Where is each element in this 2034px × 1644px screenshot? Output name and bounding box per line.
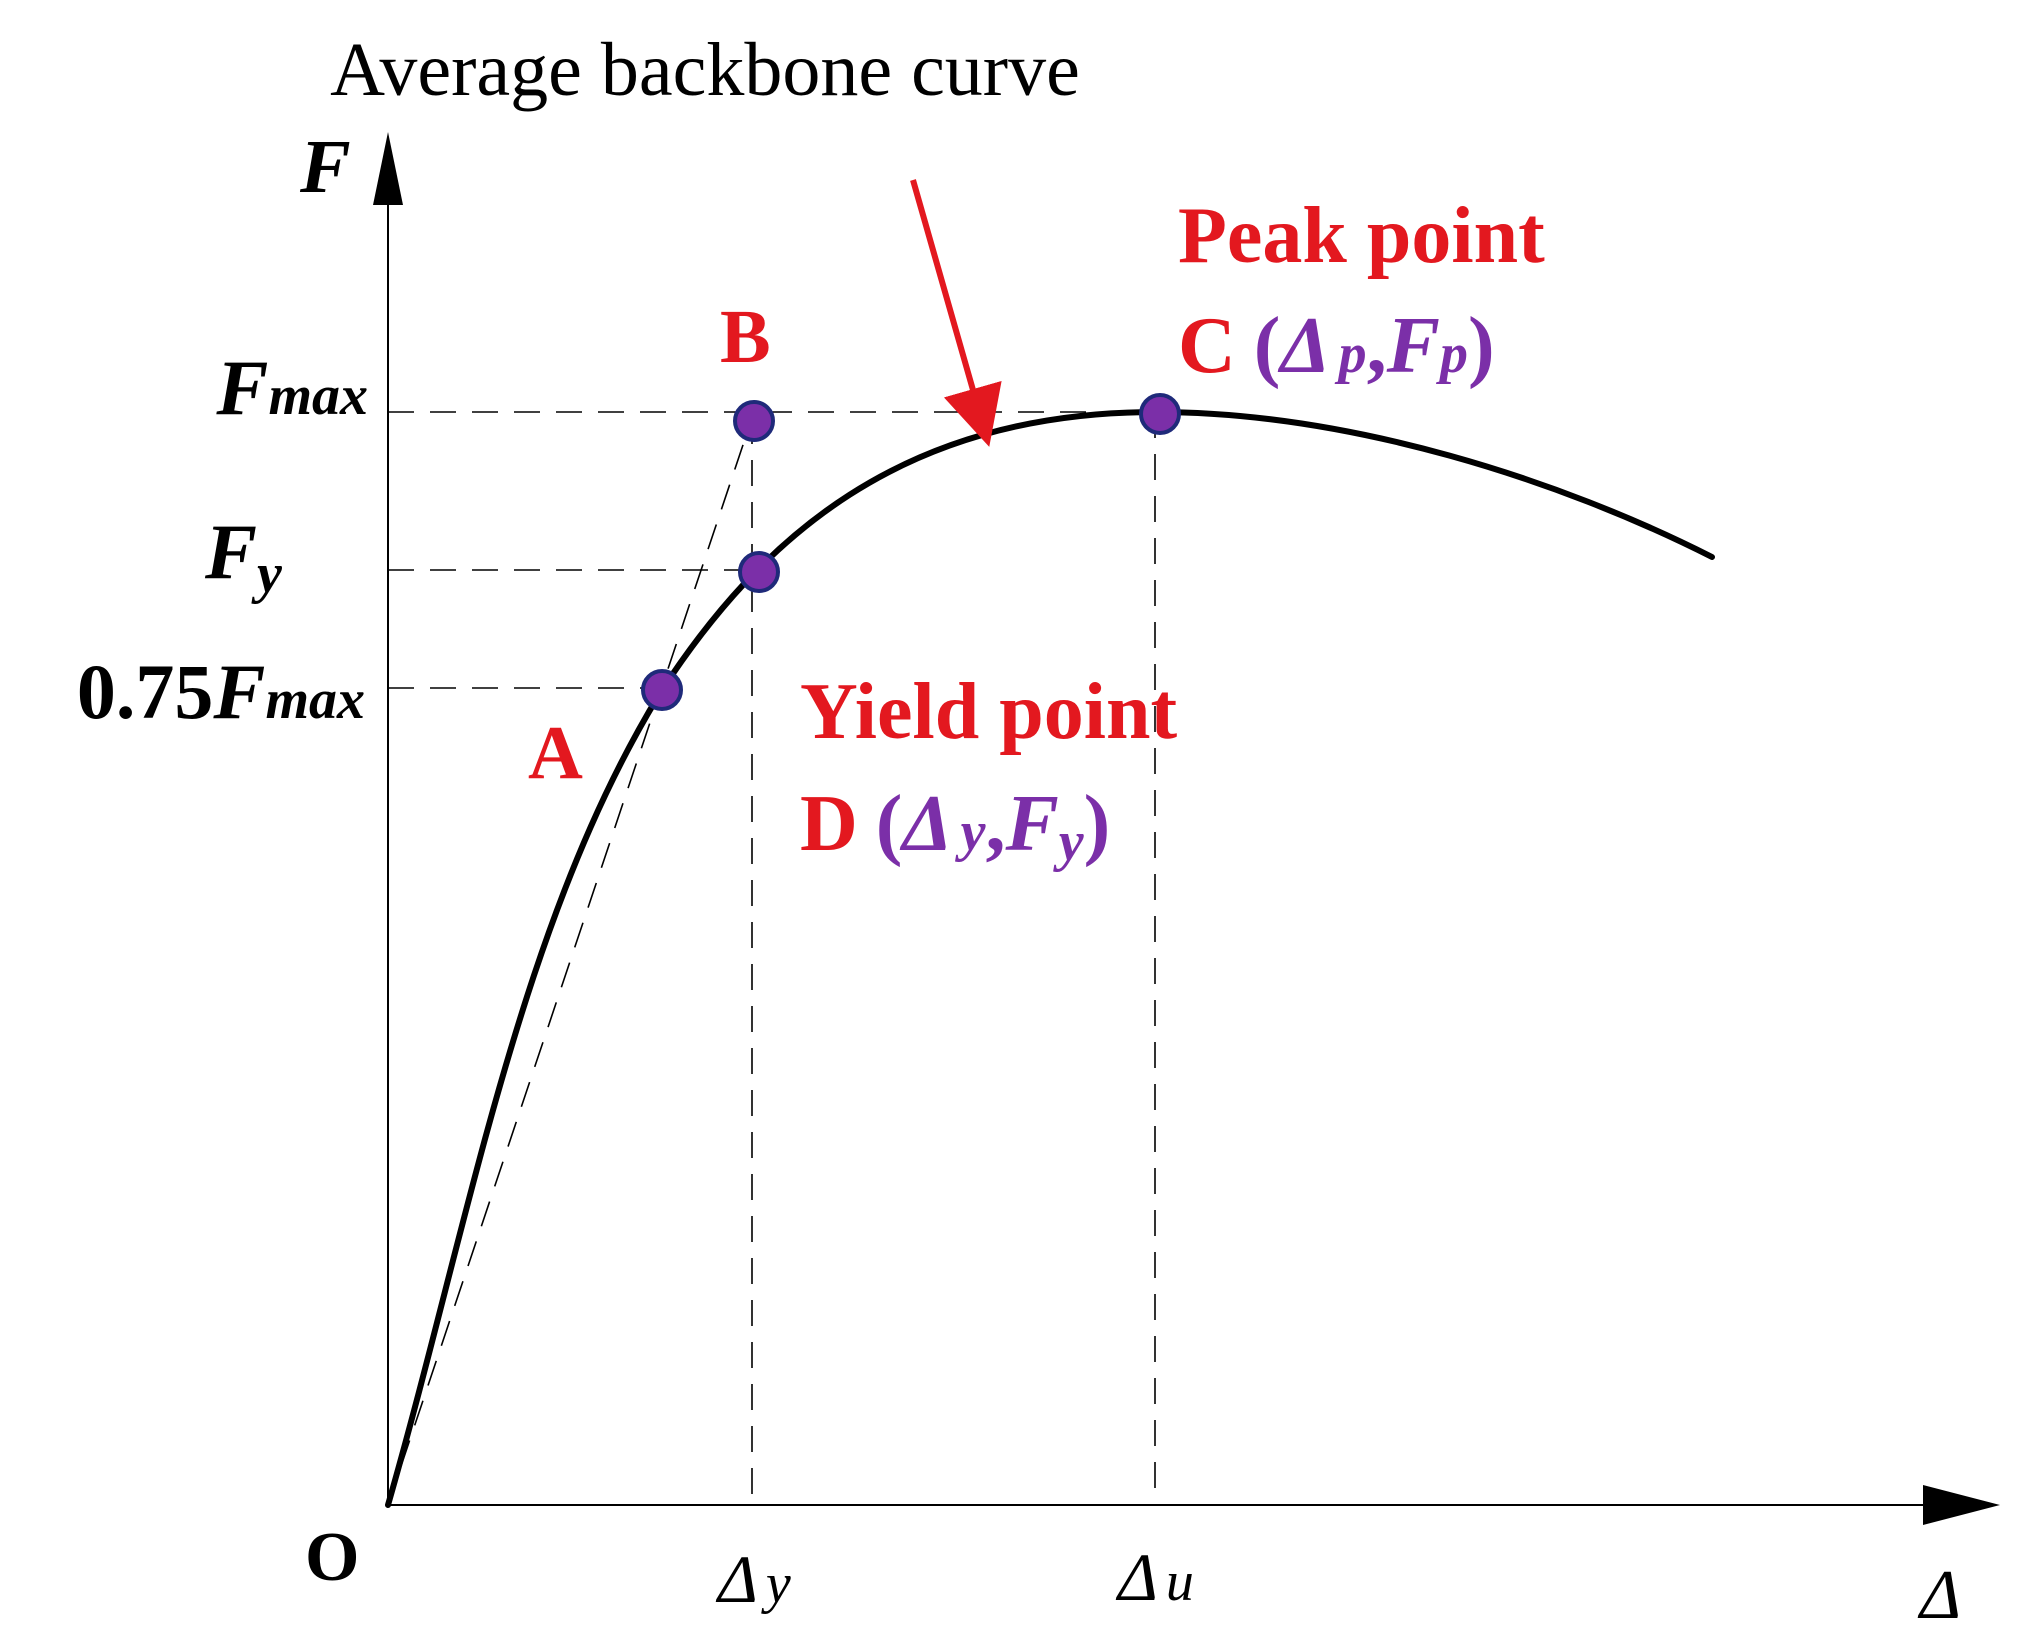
point-b-label: B (720, 295, 771, 379)
point-b-marker (733, 400, 775, 442)
secant-line (387, 417, 753, 1506)
f075-tick-label: 0.75Fmax (77, 648, 365, 735)
diagram-title: Average backbone curve (330, 28, 1080, 112)
fmax-tick-label: Fmax (215, 344, 368, 431)
fy-tick-label: Fy (204, 508, 283, 605)
point-d-marker (738, 551, 780, 593)
peak-point-coordinates: C (Δ p,Fp) (1178, 302, 1495, 390)
curve-pointer-arrow (910, 179, 1002, 447)
yield-point-title: Yield point (800, 668, 1177, 756)
y-axis-arrowhead (373, 132, 403, 205)
point-c-marker (1139, 393, 1181, 435)
yield-point-coordinates: D (Δ y,Fy) (800, 780, 1110, 873)
peak-point-title: Peak point (1178, 192, 1545, 280)
point-a-label: A (528, 711, 583, 795)
origin-label: O (305, 1519, 359, 1596)
x-axis-label: Δ (1917, 1557, 1961, 1634)
x-axis-arrowhead (1923, 1485, 2000, 1525)
y-axis-label: F (299, 125, 351, 209)
backbone-curve (385, 408, 1715, 1508)
point-a-marker (641, 669, 683, 711)
